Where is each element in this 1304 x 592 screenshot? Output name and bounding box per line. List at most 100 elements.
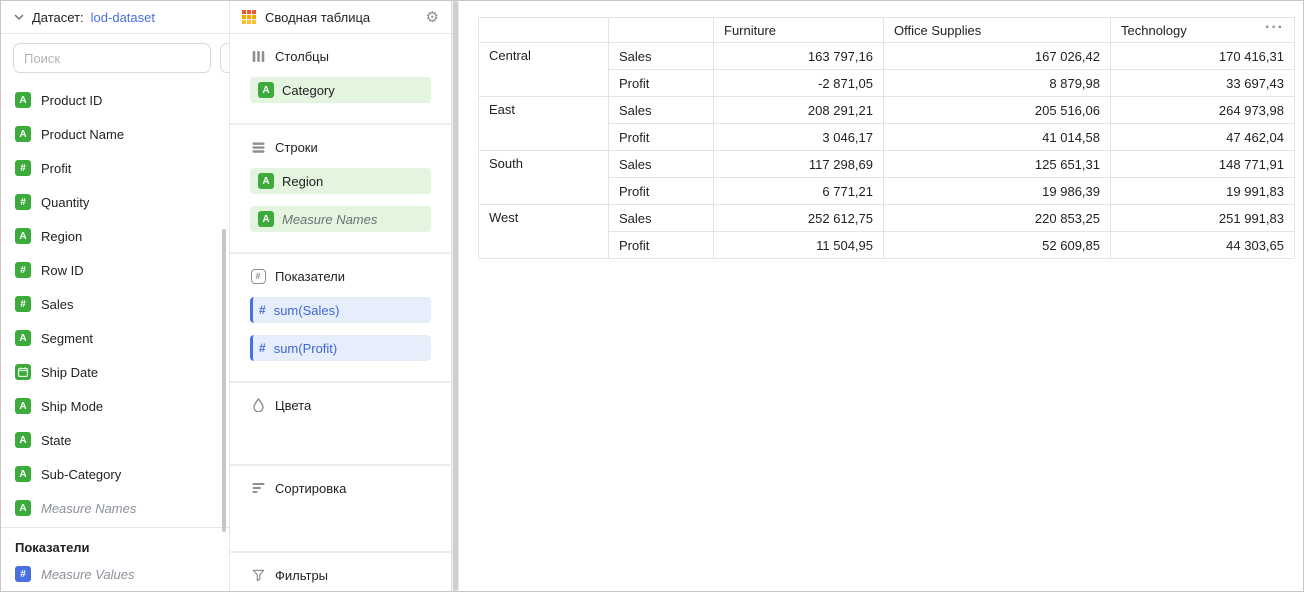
table-row: Profit -2 871,05 8 879,98 33 697,43: [479, 69, 1295, 97]
field-label: Row ID: [41, 262, 84, 278]
measures-section-title: Показатели: [15, 540, 90, 555]
field-item-segment[interactable]: A Segment: [1, 321, 229, 355]
pivot-table-type-icon[interactable]: [242, 10, 256, 24]
value-cell: 251 991,83: [1110, 204, 1295, 232]
section-title-label: Сортировка: [275, 480, 347, 496]
sidebar-measures-block: Показатели # Measure Values: [1, 527, 229, 591]
dimension-date-calendar-icon: [15, 364, 31, 380]
field-item-product-name[interactable]: A Product Name: [1, 117, 229, 151]
region-cell: Central: [478, 42, 609, 97]
measure-label-cell: Sales: [608, 204, 714, 232]
section-title-label: Столбцы: [275, 48, 329, 64]
chart-type-label: Сводная таблица: [265, 9, 371, 25]
section-title-label: Строки: [275, 139, 318, 155]
colors-icon: [250, 398, 266, 412]
field-label: Measure Values: [41, 566, 135, 582]
dataset-header: Датасет: lod-dataset: [1, 1, 229, 34]
dataset-name-link[interactable]: lod-dataset: [90, 9, 155, 25]
value-cell: 44 303,65: [1110, 231, 1295, 259]
section-sort-title: Сортировка: [250, 479, 431, 497]
value-cell: 47 462,04: [1110, 123, 1295, 151]
measures-icon: #: [250, 268, 266, 284]
value-cell: 117 298,69: [713, 150, 884, 178]
section-filters: Фильтры: [230, 553, 451, 591]
chevron-down-icon[interactable]: [13, 11, 25, 23]
value-cell: 208 291,21: [713, 96, 884, 124]
table-more-menu-icon[interactable]: ···: [1265, 19, 1284, 36]
value-cell: 148 771,91: [1110, 150, 1295, 178]
field-item-measure-names[interactable]: A Measure Names: [1, 491, 229, 525]
dataset-panel: Датасет: lod-dataset + A Product ID A Pr…: [1, 1, 230, 591]
chip-label: Category: [282, 82, 335, 98]
pivot-header-row: Furniture Office Supplies Technology: [478, 17, 1295, 43]
dimension-text-icon: A: [15, 398, 31, 414]
panel-scrollbar[interactable]: [452, 1, 459, 591]
section-rows: Строки A Region A Measure Names: [230, 125, 451, 254]
field-item-ship-mode[interactable]: A Ship Mode: [1, 389, 229, 423]
pivot-column-header: Office Supplies: [883, 17, 1111, 43]
dataset-label: Датасет:: [32, 9, 84, 25]
sidebar-scrollbar-thumb[interactable]: [222, 229, 226, 532]
dimension-text-icon: A: [15, 330, 31, 346]
chip-sum-profit[interactable]: # sum(Profit): [250, 335, 431, 361]
field-item-state[interactable]: A State: [1, 423, 229, 457]
pivot-column-header: Furniture: [713, 17, 884, 43]
measure-label-cell: Profit: [608, 123, 714, 151]
section-measures: # Показатели # sum(Sales) # sum(Profit): [230, 254, 451, 383]
value-cell: -2 871,05: [713, 69, 884, 97]
value-cell: 19 986,39: [883, 177, 1111, 205]
gear-settings-icon[interactable]: ⚙: [425, 8, 439, 26]
chart-preview-area: Furniture Office Supplies Technology Cen…: [459, 1, 1303, 591]
value-cell: 125 651,31: [883, 150, 1111, 178]
table-row: Profit 6 771,21 19 986,39 19 991,83: [479, 177, 1295, 205]
field-item-profit[interactable]: # Profit: [1, 151, 229, 185]
field-label: Segment: [41, 330, 94, 346]
field-item-region[interactable]: A Region: [1, 219, 229, 253]
value-cell: 33 697,43: [1110, 69, 1295, 97]
chip-sum-sales[interactable]: # sum(Sales): [250, 297, 431, 323]
field-label: Product Name: [41, 126, 125, 142]
section-title-label: Цвета: [275, 397, 312, 413]
field-item-sales[interactable]: # Sales: [1, 287, 229, 321]
add-field-button[interactable]: +: [220, 43, 229, 73]
dimension-text-icon: A: [258, 173, 274, 189]
search-input[interactable]: [13, 43, 211, 73]
dimension-text-icon: A: [15, 126, 31, 142]
table-row: Profit 11 504,95 52 609,85 44 303,65: [479, 231, 1295, 259]
field-label: Product ID: [41, 92, 103, 108]
dimension-text-icon: A: [15, 466, 31, 482]
table-row: South Sales 117 298,69 125 651,31 148 77…: [478, 150, 1295, 205]
field-item-ship-date[interactable]: Ship Date: [1, 355, 229, 389]
section-columns-title: Столбцы: [250, 47, 431, 65]
table-row: West Sales 252 612,75 220 853,25 251 991…: [478, 204, 1295, 259]
chip-label: sum(Sales): [273, 302, 340, 318]
table-row: East Sales 208 291,21 205 516,06 264 973…: [478, 96, 1295, 151]
field-label: Profit: [41, 160, 72, 176]
chart-config-panel: Сводная таблица ⚙ Столбцы A Category Стр…: [230, 1, 452, 591]
chart-type-header: Сводная таблица ⚙: [230, 1, 451, 34]
field-item-sub-category[interactable]: A Sub-Category: [1, 457, 229, 491]
value-cell: 220 853,25: [883, 204, 1111, 232]
dimension-text-icon: A: [15, 92, 31, 108]
panel-scrollbar-thumb[interactable]: [453, 1, 458, 591]
chip-region[interactable]: A Region: [250, 168, 431, 194]
measure-number-icon: #: [259, 303, 266, 317]
value-cell: 41 014,58: [883, 123, 1111, 151]
chip-category[interactable]: A Category: [250, 77, 431, 103]
chip-measure-names[interactable]: A Measure Names: [250, 206, 431, 232]
field-label: Sub-Category: [41, 466, 122, 482]
pivot-column-header: Technology: [1110, 17, 1295, 43]
measure-number-icon: #: [15, 566, 31, 582]
section-colors: Цвета: [230, 383, 451, 466]
dimension-number-icon: #: [15, 194, 31, 210]
field-item-measure-values[interactable]: # Measure Values: [1, 557, 229, 591]
field-item-row-id[interactable]: # Row ID: [1, 253, 229, 287]
field-item-product-id[interactable]: A Product ID: [1, 83, 229, 117]
field-label: Region: [41, 228, 83, 244]
dimension-text-icon: A: [258, 82, 274, 98]
field-label: Measure Names: [41, 500, 137, 516]
field-item-quantity[interactable]: # Quantity: [1, 185, 229, 219]
value-cell: 52 609,85: [883, 231, 1111, 259]
field-label: Ship Date: [41, 364, 99, 380]
